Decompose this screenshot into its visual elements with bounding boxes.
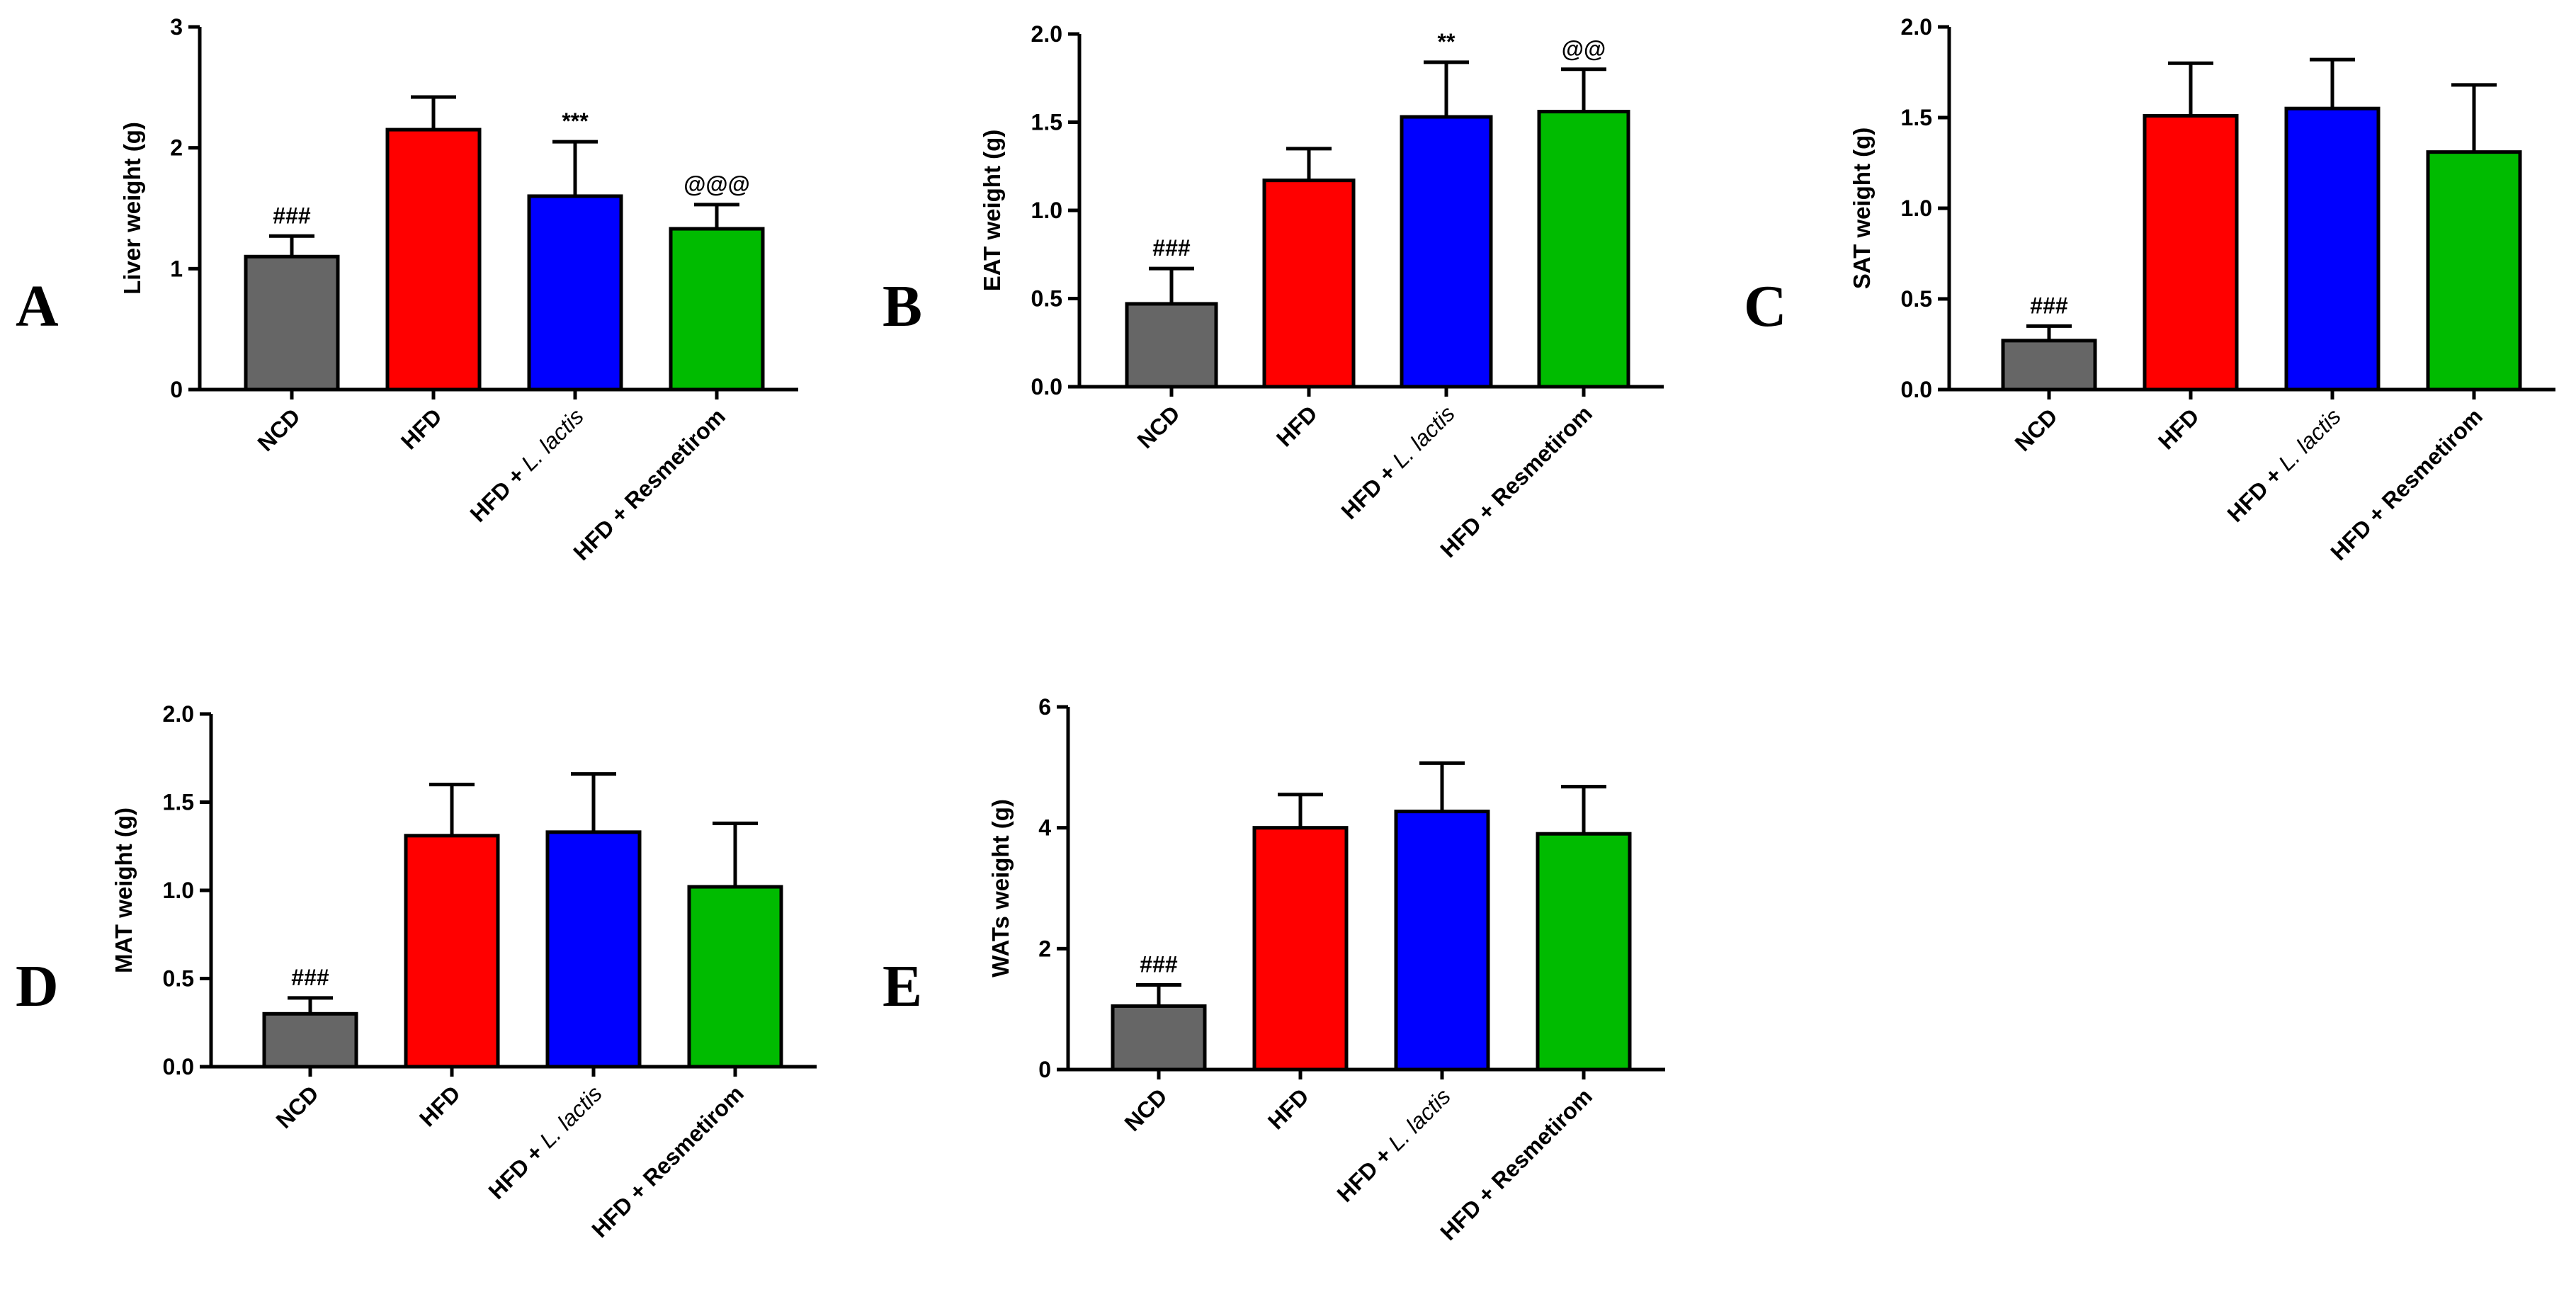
y-axis-label: Liver weight (g) — [119, 122, 145, 295]
category-label: HFD + Resmetirom — [2325, 403, 2487, 565]
y-tick-label: 2 — [1038, 936, 1051, 961]
category-label: HFD + Resmetirom — [1435, 1083, 1597, 1245]
bar — [404, 834, 500, 1069]
category-label: HFD + L. lactis — [2222, 403, 2345, 526]
y-axis-label: WATs weight (g) — [987, 799, 1014, 977]
significance-label: ### — [1152, 235, 1191, 261]
bar — [1262, 178, 1356, 389]
category-label: HFD — [414, 1080, 465, 1131]
y-tick-label: 0.0 — [163, 1054, 194, 1079]
category-label: NCD — [271, 1080, 323, 1133]
y-axis-label: MAT weight (g) — [110, 807, 137, 973]
y-tick-label: 2.0 — [1901, 14, 1932, 40]
significance-label: ### — [1140, 952, 1178, 977]
category-label: NCD — [1132, 400, 1184, 453]
bar — [1252, 826, 1349, 1072]
bar — [1125, 302, 1218, 389]
panel-letter: C — [1744, 273, 1787, 339]
category-label: HFD + Resmetirom — [1435, 400, 1597, 562]
significance-label: *** — [562, 108, 589, 134]
panel-c: C 0.0 0.5 1.0 1.5 2.0 SAT weight (g) ### NCD HFD H… — [1744, 14, 2555, 565]
category-label: NCD — [2009, 403, 2062, 455]
y-tick-label: 1.5 — [1901, 105, 1932, 130]
bar — [1537, 110, 1630, 389]
category-label: HFD + Resmetirom — [586, 1080, 749, 1242]
y-tick-label: 0.5 — [1031, 286, 1062, 312]
bar — [2001, 339, 2097, 392]
y-tick-label: 1 — [170, 256, 183, 281]
category-label: HFD — [396, 403, 447, 454]
bar — [669, 227, 765, 392]
bar — [244, 254, 340, 392]
y-tick-label: 1.0 — [1901, 195, 1932, 221]
category-label: HFD + L. lactis — [483, 1080, 606, 1203]
category-label: HFD + L. lactis — [465, 403, 588, 526]
category-label: HFD — [2153, 403, 2204, 454]
significance-label: ** — [1438, 29, 1456, 55]
bar — [1394, 810, 1490, 1072]
y-tick-label: 2.0 — [163, 701, 194, 727]
bar — [2426, 150, 2522, 392]
y-tick-label: 0 — [1038, 1057, 1051, 1082]
bar — [1536, 832, 1632, 1072]
y-tick-label: 3 — [170, 14, 183, 40]
significance-label: @@@ — [683, 171, 750, 197]
significance-label: ### — [273, 203, 311, 228]
panel-b: B 0.0 0.5 1.0 1.5 2.0 EAT weight (g) ### NCD HFD *… — [883, 21, 1664, 562]
y-tick-label: 4 — [1038, 815, 1051, 841]
significance-label: ### — [2030, 293, 2068, 318]
panel-a: A 0 1 2 3 Liver weight (g) ### NCD HFD *** HFD + L… — [16, 14, 798, 565]
y-tick-label: 2.0 — [1031, 21, 1062, 47]
category-label: NCD — [1119, 1083, 1171, 1135]
y-tick-label: 0.5 — [1901, 286, 1932, 312]
y-tick-label: 1.0 — [1031, 198, 1062, 223]
y-axis-label: SAT weight (g) — [1849, 127, 1875, 290]
category-label: HFD — [1263, 1083, 1314, 1134]
panel-letter: D — [16, 953, 59, 1019]
bar — [1111, 1004, 1207, 1072]
bar — [385, 127, 482, 392]
bar — [687, 885, 783, 1069]
category-label: HFD + Resmetirom — [568, 403, 730, 565]
y-tick-label: 0.5 — [163, 966, 194, 992]
y-tick-label: 1.5 — [1031, 110, 1062, 135]
category-label: HFD + L. lactis — [1336, 400, 1459, 523]
panel-letter: A — [16, 273, 59, 339]
bar — [1400, 115, 1493, 389]
category-label: HFD + L. lactis — [1332, 1083, 1455, 1206]
y-tick-label: 1.0 — [163, 878, 194, 903]
panel-letter: E — [883, 953, 922, 1019]
category-label: HFD — [1271, 400, 1322, 451]
y-tick-label: 0 — [170, 377, 183, 402]
y-tick-label: 2 — [170, 135, 183, 161]
y-tick-label: 0.0 — [1901, 377, 1932, 402]
panel-e: E 0 2 4 6 WATs weight (g) ### NCD HFD HFD + L. la… — [883, 694, 1665, 1245]
bar — [2143, 113, 2239, 392]
panel-letter: B — [883, 273, 922, 339]
panel-d: D 0.0 0.5 1.0 1.5 2.0 MAT weight (g) ### NCD HFD H… — [16, 701, 817, 1242]
y-tick-label: 6 — [1038, 694, 1051, 720]
y-axis-label: EAT weight (g) — [979, 130, 1005, 292]
y-tick-label: 0.0 — [1031, 374, 1062, 399]
significance-label: @@ — [1562, 36, 1606, 62]
bar — [545, 830, 642, 1069]
category-label: NCD — [252, 403, 305, 455]
bar — [527, 194, 623, 392]
bar — [262, 1011, 358, 1069]
bar — [2284, 106, 2381, 392]
y-tick-label: 1.5 — [163, 790, 194, 815]
significance-label: ### — [291, 965, 329, 990]
